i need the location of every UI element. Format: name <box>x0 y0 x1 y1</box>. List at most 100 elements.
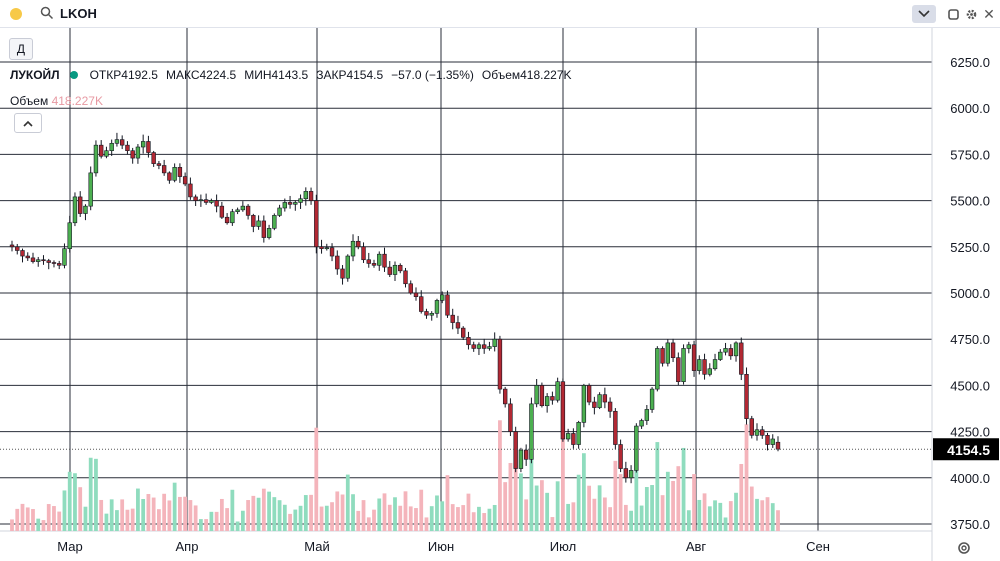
volume-bar <box>424 517 429 531</box>
candle-body <box>424 311 429 316</box>
candle-body <box>88 172 93 207</box>
volume-bar <box>78 487 83 531</box>
legend-volume-label: Объем <box>481 68 521 82</box>
volume-bar <box>235 521 240 531</box>
candle-body <box>308 191 314 201</box>
candle-body <box>78 196 83 214</box>
live-status-icon <box>69 71 78 79</box>
candle-body <box>57 263 62 266</box>
candle-body <box>408 283 413 294</box>
volume-bar <box>125 509 130 531</box>
x-tick-label: Сен <box>806 539 830 554</box>
volume-bar <box>382 493 387 531</box>
candle-body <box>151 152 156 164</box>
period-button[interactable]: Д <box>9 38 33 60</box>
candle-body <box>723 348 728 353</box>
candle-body <box>51 262 57 264</box>
volume-bar <box>188 500 193 531</box>
candle-body <box>581 385 587 423</box>
yellow-dot-icon <box>10 8 22 20</box>
candle-body <box>534 385 539 405</box>
y-tick-label: 5000.0 <box>950 286 990 301</box>
last-price-label: 4154.5 <box>947 442 990 458</box>
candle-body <box>461 327 466 338</box>
volume-bar <box>545 492 550 531</box>
candle-body <box>555 381 560 401</box>
close-button[interactable]: ✕ <box>982 5 996 23</box>
candle-body <box>198 199 204 201</box>
volume-bar <box>172 482 177 531</box>
legend-change: −57.0 (−1.35%) <box>391 68 474 82</box>
volume-bar <box>41 520 46 531</box>
settings-gear-button[interactable] <box>964 5 978 23</box>
volume-bar <box>31 509 35 531</box>
candle-body <box>272 215 277 229</box>
settings-icon[interactable] <box>956 540 972 556</box>
volume-bar <box>351 494 355 531</box>
volume-bar <box>83 506 88 531</box>
collapse-legend-button[interactable] <box>14 113 42 133</box>
candle-body <box>607 401 613 412</box>
candle-body <box>219 205 225 218</box>
gear-icon <box>966 9 976 19</box>
volume-bar <box>728 501 733 531</box>
x-tick-label: Июн <box>428 539 454 554</box>
candle-body <box>398 264 403 272</box>
candle-body <box>728 348 733 357</box>
volume-bar <box>403 491 408 531</box>
candle-body <box>760 429 765 436</box>
volume-bar <box>62 490 67 531</box>
volume-legend-label: Объем <box>10 94 49 108</box>
candle-body <box>649 388 655 410</box>
symbol-search-input[interactable] <box>60 6 260 21</box>
volume-bar <box>335 491 340 531</box>
volume-bar <box>183 496 188 531</box>
volume-bar <box>240 510 245 531</box>
candle-body <box>691 344 697 371</box>
volume-bar <box>167 500 172 531</box>
volume-bar <box>671 480 675 531</box>
candle-body <box>571 433 576 445</box>
volume-bar <box>650 485 654 531</box>
volume-bar <box>46 504 51 531</box>
volume-bar <box>293 509 298 531</box>
candle-body <box>9 244 15 248</box>
volume-bar <box>151 497 156 531</box>
candle-body <box>67 222 72 249</box>
volume-bar <box>776 510 780 531</box>
volume-bar <box>141 499 146 531</box>
volume-bar <box>456 507 460 531</box>
candle-body <box>502 388 508 405</box>
candle-body <box>413 292 419 297</box>
candle-body <box>319 246 324 249</box>
volume-bar <box>739 463 744 531</box>
candle-body <box>765 434 770 445</box>
volume-bar <box>209 511 214 531</box>
volume-bar <box>445 475 450 531</box>
candle-body <box>114 139 120 144</box>
candle-body <box>618 444 623 469</box>
volume-bar <box>267 491 271 531</box>
candle-body <box>487 346 492 349</box>
volume-bar <box>130 508 135 531</box>
volume-bar <box>256 497 261 531</box>
volume-bar <box>387 504 392 531</box>
y-tick-label: 6000.0 <box>950 101 990 116</box>
volume-bar <box>25 507 30 531</box>
candle-body <box>109 143 114 152</box>
maximize-button[interactable] <box>946 5 960 23</box>
volume-bar <box>555 481 560 531</box>
volume-bar <box>634 435 639 531</box>
candle-body <box>602 394 608 403</box>
volume-bar <box>665 471 670 531</box>
candle-body <box>140 141 146 148</box>
candle-body <box>623 468 629 479</box>
candle-body <box>99 144 104 157</box>
candle-body <box>156 163 162 166</box>
candle-body <box>324 247 329 250</box>
candle-body <box>733 342 739 357</box>
volume-bar <box>219 498 224 531</box>
volume-bar <box>440 501 445 531</box>
chevron-down-button[interactable] <box>912 5 936 23</box>
